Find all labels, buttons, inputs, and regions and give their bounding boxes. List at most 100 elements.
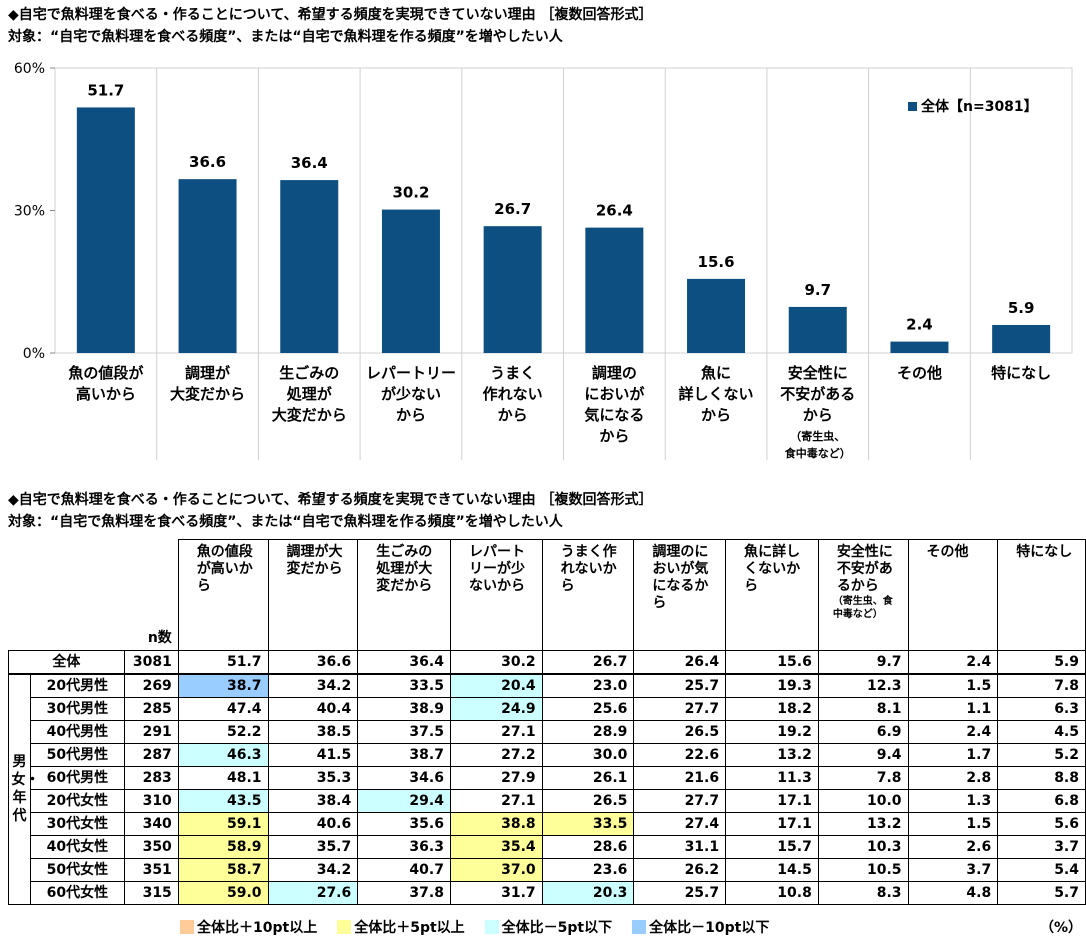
table-cell: 41.5 (267, 742, 359, 767)
category-note: （寄生虫、 (790, 429, 845, 443)
table-cell: 27.1 (449, 788, 543, 813)
table-cell: 51.7 (177, 649, 269, 675)
bar (76, 107, 135, 353)
table-cell: 40.4 (267, 696, 359, 721)
bar (280, 180, 339, 353)
row-label: 60代女性 (29, 880, 125, 905)
table-cell: 35.7 (267, 834, 359, 859)
row-n: 315 (123, 880, 179, 905)
table-title: ◆自宅で魚料理を食べる・作ることについて、希望する頻度を実現できていない理由 ［… (8, 492, 653, 508)
column-header: その他 (907, 539, 999, 651)
bar (788, 306, 847, 353)
y-tick-label: 30% (14, 204, 45, 220)
legend-item: 全体比－5pt以下 (484, 920, 612, 936)
y-tick-label: 0% (23, 346, 45, 362)
table-cell: 2.8 (907, 765, 999, 790)
chart-subtitle: 対象：“自宅で魚料理を食べる頻度”、または“自宅で魚料理を作る頻度”を増やしたい… (8, 29, 563, 45)
table-header-row: n数 魚の値段が高いから 調理が大変だから 生ごみの処理が大変だから レパートリーが少な… (9, 539, 1086, 651)
column-header: 安全性に不安があるから （寄生虫、食中毒など） (817, 539, 909, 651)
table-row: 30代女性 340 59.1 40.6 35.6 38.8 33.5 27.4 17.1 13.2… (9, 811, 1086, 836)
column-header: 調理のにおいが気になるから (633, 539, 727, 651)
table-cell: 2.4 (907, 719, 999, 744)
table-cell: 2.6 (907, 834, 999, 859)
table-cell: 27.9 (449, 765, 543, 790)
table-cell: 14.5 (725, 857, 819, 882)
category-label: 生ごみの (279, 364, 339, 382)
table-cell: 35.3 (267, 765, 359, 790)
data-label: 36.4 (291, 154, 328, 172)
category-label: から (599, 427, 629, 445)
table-cell: 8.8 (997, 765, 1086, 790)
table-cell: 24.9 (449, 696, 543, 721)
category-label: 魚に (701, 364, 731, 382)
category-label: 大変だから (272, 406, 347, 424)
table-cell: 19.3 (725, 673, 819, 698)
data-label: 15.6 (698, 253, 735, 271)
table-cell: 48.1 (177, 765, 269, 790)
table-cell: 17.1 (725, 811, 819, 836)
table-row: 60代女性 315 59.0 27.6 37.8 31.7 20.3 25.7 10.8 8.3 4… (9, 880, 1086, 905)
category-label: うまく (490, 364, 535, 382)
table-cell: 4.5 (997, 719, 1086, 744)
category-label: 安全性に (788, 364, 848, 382)
row-n: 340 (123, 811, 179, 836)
legend-label: 全体比－10pt以下 (649, 920, 770, 936)
table-cell: 36.4 (357, 649, 451, 675)
table-cell: 10.8 (725, 880, 819, 905)
table-cell: 20.4 (449, 673, 543, 698)
table-cell: 5.9 (997, 649, 1086, 675)
n-header: n数 (124, 539, 179, 650)
table-cell: 28.9 (541, 719, 635, 744)
table-cell: 15.7 (725, 834, 819, 859)
row-n: 285 (123, 696, 179, 721)
category-label: 大変だから (170, 385, 245, 403)
table-cell: 40.6 (267, 811, 359, 836)
table-cell: 35.4 (449, 834, 543, 859)
legend-label: 全体比＋5pt以上 (354, 920, 465, 936)
table-cell: 58.7 (177, 857, 269, 882)
table-cell: 36.3 (357, 834, 451, 859)
data-label: 36.6 (189, 153, 226, 171)
table-cell: 25.7 (633, 880, 727, 905)
column-header: 魚に詳しくないから (725, 539, 819, 651)
column-header: 特になし (997, 539, 1086, 651)
table-cell: 18.2 (725, 696, 819, 721)
row-n: 291 (123, 719, 179, 744)
category-label: から (396, 406, 426, 424)
table-cell: 27.6 (267, 880, 359, 905)
table-cell: 8.3 (817, 880, 909, 905)
table-cell: 13.2 (725, 742, 819, 767)
category-label: 特になし (991, 364, 1051, 382)
table-cell: 26.5 (541, 788, 635, 813)
table-cell: 34.6 (357, 765, 451, 790)
legend-swatch (337, 920, 352, 934)
table-cell: 59.1 (177, 811, 269, 836)
category-label: 作れない (483, 385, 543, 403)
table-cell: 21.6 (633, 765, 727, 790)
table-cell: 6.8 (997, 788, 1086, 813)
table-cell: 8.1 (817, 696, 909, 721)
table-cell: 38.9 (357, 696, 451, 721)
table-cell: 25.6 (541, 696, 635, 721)
bar (890, 341, 949, 353)
row-label: 60代男性 (29, 765, 125, 790)
table-cell: 59.0 (177, 880, 269, 905)
table-cell: 5.4 (997, 857, 1086, 882)
table-cell: 31.1 (633, 834, 727, 859)
table-cell: 31.7 (449, 880, 543, 905)
bar (178, 179, 237, 353)
table-cell: 13.2 (817, 811, 909, 836)
row-label: 30代女性 (29, 811, 125, 836)
row-n: 351 (123, 857, 179, 882)
table-cell: 33.5 (357, 673, 451, 698)
category-label: 処理が (286, 385, 333, 403)
data-label: 5.9 (1008, 299, 1035, 317)
table-cell: 26.2 (633, 857, 727, 882)
category-label: 調理の (592, 364, 637, 382)
table-cell: 38.7 (357, 742, 451, 767)
table-cell: 3.7 (997, 834, 1086, 859)
table-cell: 29.4 (357, 788, 451, 813)
table-cell: 10.5 (817, 857, 909, 882)
table-cell: 10.3 (817, 834, 909, 859)
row-label: 50代男性 (29, 742, 125, 767)
